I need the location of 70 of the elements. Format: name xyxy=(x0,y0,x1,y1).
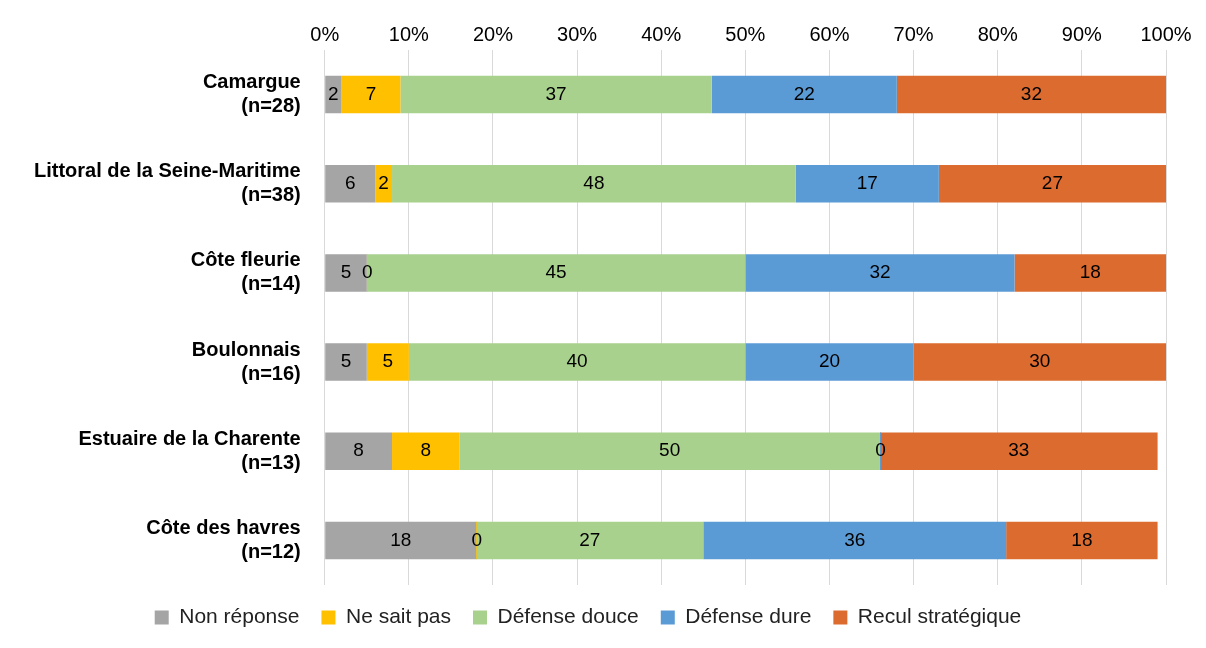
x-tick-label: 30% xyxy=(557,22,598,45)
data-label: 22 xyxy=(793,82,815,104)
data-label: 18 xyxy=(1079,261,1101,283)
bar xyxy=(400,75,712,114)
data-label: 5 xyxy=(340,261,352,283)
data-label: 48 xyxy=(583,171,605,193)
bar xyxy=(325,343,367,381)
data-label: 8 xyxy=(353,439,364,461)
data-label: 7 xyxy=(365,82,377,104)
data-label: 30 xyxy=(1029,350,1051,372)
bar xyxy=(1014,254,1166,292)
x-tick-label: 50% xyxy=(725,22,766,45)
x-tick-label: 60% xyxy=(809,22,850,45)
data-label: 37 xyxy=(545,82,567,104)
bar xyxy=(325,75,342,114)
bar xyxy=(366,343,409,381)
x-tick-label: 40% xyxy=(641,22,682,45)
bar xyxy=(711,75,897,114)
x-tick-label: 100% xyxy=(1140,22,1192,45)
bar xyxy=(896,75,1166,114)
bar xyxy=(392,432,460,470)
data-label: 18 xyxy=(1071,528,1093,550)
data-label: 50 xyxy=(659,439,681,461)
x-tick-label: 70% xyxy=(893,22,934,45)
y-tick-label: Côte des havres (n=12) xyxy=(146,515,301,562)
data-label: 27 xyxy=(1041,171,1063,193)
bar xyxy=(938,165,1166,203)
x-tick-label: 20% xyxy=(472,22,514,45)
y-tick-label: Côte fleurie (n=14) xyxy=(190,248,301,295)
y-tick-label: Boulonnais (n=16) xyxy=(191,337,301,384)
bar xyxy=(795,165,939,203)
data-label: 32 xyxy=(1020,82,1042,104)
bar xyxy=(703,521,1007,560)
data-label: 32 xyxy=(869,261,891,283)
data-label: 20 xyxy=(818,350,841,372)
data-label: 6 xyxy=(344,171,356,193)
legend-label: Défense douce xyxy=(497,604,639,628)
y-tick-label: Estuaire de la Charente (n=13) xyxy=(78,426,301,473)
data-label: 2 xyxy=(328,82,339,104)
bar xyxy=(745,254,1015,292)
data-label: 2 xyxy=(378,171,389,193)
data-label: 33 xyxy=(1008,439,1030,461)
bar xyxy=(745,343,914,381)
bar xyxy=(408,343,746,381)
bar xyxy=(325,165,376,203)
y-tick-label: Camargue (n=28) xyxy=(202,70,301,117)
bar xyxy=(392,165,796,203)
data-label: 40 xyxy=(566,350,588,372)
bar xyxy=(325,432,393,470)
data-label: 18 xyxy=(390,528,412,550)
x-tick-label: 0% xyxy=(310,22,340,45)
legend-label: Recul stratégique xyxy=(857,604,1022,628)
data-label: 45 xyxy=(545,261,567,283)
legend-label: Défense dure xyxy=(685,604,812,628)
data-label: 27 xyxy=(579,528,601,550)
bar xyxy=(341,75,401,114)
y-tick-label: Littoral de la Seine-Maritime (n=38) xyxy=(33,159,301,206)
legend-label: Ne sait pas xyxy=(345,604,452,628)
bar xyxy=(913,343,1166,381)
data-label: 36 xyxy=(844,528,866,550)
x-tick-label: 10% xyxy=(388,22,430,45)
x-tick-label: 90% xyxy=(1061,22,1103,45)
legend-label: Non réponse xyxy=(179,604,300,628)
data-label: 17 xyxy=(856,171,878,193)
data-label: 8 xyxy=(420,439,431,461)
data-label: 5 xyxy=(382,350,394,372)
x-tick-label: 80% xyxy=(977,22,1018,45)
bar xyxy=(1006,521,1158,560)
data-label: 0 xyxy=(471,528,482,550)
data-label: 5 xyxy=(340,350,352,372)
